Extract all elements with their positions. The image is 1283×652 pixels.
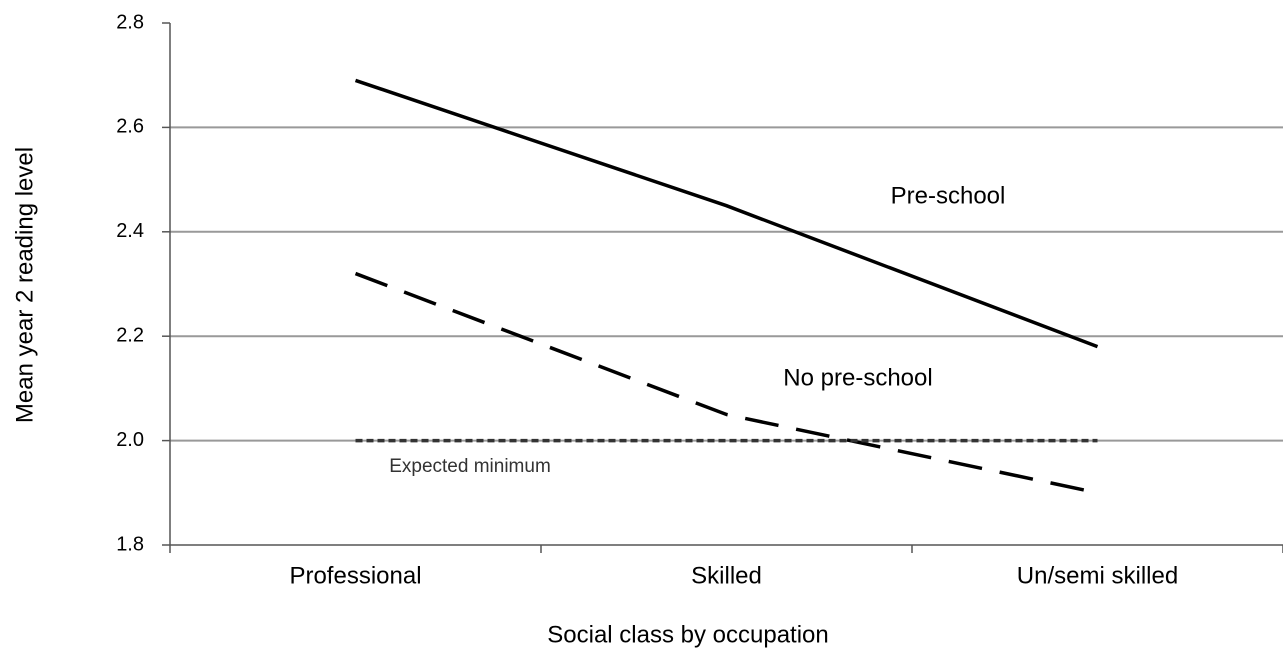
series-label: Pre-school [891,182,1006,209]
y-tick-label: 2.8 [116,11,144,33]
y-tick-label: 1.8 [116,533,144,555]
series-label: Expected minimum [389,456,551,477]
series-label: No pre-school [783,364,932,391]
series-line [354,271,1098,495]
y-tick-label: 2.2 [116,324,144,346]
y-tick-label: 2.0 [116,429,144,451]
y-tick-label: 2.6 [116,116,144,138]
y-axis-label: Mean year 2 reading level [11,147,38,423]
x-tick-label: Professional [289,562,421,589]
y-tick-label: 2.4 [116,220,144,242]
x-tick-label: Un/semi skilled [1017,562,1178,589]
x-axis-label: Social class by occupation [547,621,828,648]
series-line [354,78,1099,349]
x-tick-label: Skilled [691,562,762,589]
